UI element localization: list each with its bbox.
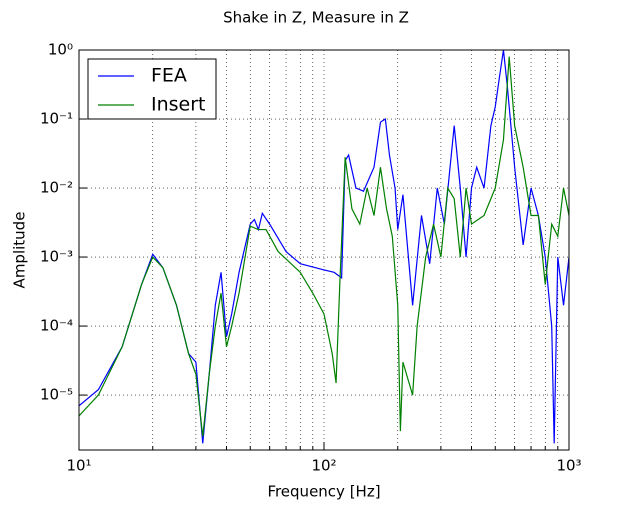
- series-line: [79, 56, 569, 437]
- x-tick-label: 10³: [556, 457, 581, 475]
- legend-box: [87, 58, 217, 120]
- y-tick-label: 10⁻¹: [40, 110, 73, 128]
- y-tick-label: 10⁻²: [40, 179, 73, 197]
- y-tick-label: 10⁰: [48, 41, 73, 59]
- chart-title: Shake in Z, Measure in Z: [223, 9, 409, 27]
- legend: FEA Insert: [87, 58, 217, 120]
- y-axis-label: Amplitude: [11, 212, 29, 289]
- plot-lines: [79, 50, 569, 444]
- y-tick-label: 10⁻³: [40, 248, 73, 266]
- y-tick-label: 10⁻⁵: [40, 386, 73, 404]
- y-tick-label: 10⁻⁴: [40, 317, 73, 335]
- ticks: 10¹ 10² 10³ 10⁻⁵ 10⁻⁴ 10⁻³ 10⁻² 10⁻¹ 10⁰: [40, 41, 582, 475]
- series-line: [79, 50, 569, 444]
- x-tick-label: 10¹: [66, 457, 91, 475]
- x-tick-label: 10²: [311, 457, 336, 475]
- x-axis-label: Frequency [Hz]: [267, 483, 380, 501]
- legend-label: Insert: [151, 94, 206, 116]
- legend-label: FEA: [151, 65, 187, 87]
